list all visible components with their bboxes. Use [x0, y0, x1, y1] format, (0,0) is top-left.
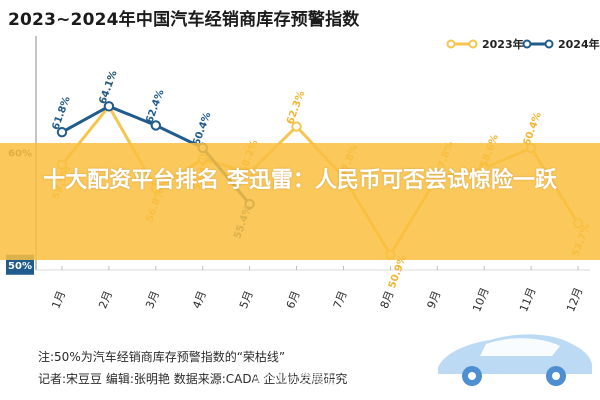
month-label: 9月: [425, 289, 444, 311]
data-label: 62.4%: [144, 88, 166, 124]
legend-label: 2023年: [482, 37, 524, 51]
legend-marker: [446, 39, 456, 49]
chart-footnote: 注:50%为汽车经销商库存预警指数的“荣枯线”: [38, 350, 286, 364]
legend-label: 2024年: [558, 37, 600, 51]
month-label: 12月: [564, 286, 585, 314]
series-2023-point: [291, 121, 302, 132]
chart-credit: 记者:宋豆豆 编辑:张明艳 数据来源:CADA 企业协发展研究: [38, 372, 348, 386]
data-label: 60.4%: [522, 111, 544, 147]
month-label: 1月: [49, 289, 68, 311]
legend-marker: [522, 39, 532, 49]
ytick-label: 50%: [8, 261, 32, 272]
month-label: 4月: [190, 289, 209, 311]
month-label: 2月: [96, 289, 115, 311]
series-2024-point: [103, 101, 115, 112]
legend-marker: [544, 39, 554, 49]
data-label: 61.8%: [51, 95, 73, 131]
page-title: 2023~2024年中国汽车经销商库存预警指数: [8, 10, 360, 30]
month-label: 3月: [143, 289, 162, 311]
watermark-left: @XAU大学黄金: [250, 372, 336, 386]
month-label: 11月: [517, 286, 538, 314]
data-label: 60.4%: [191, 111, 213, 147]
promo-overlay-text: 十大配资平台排名 李迅雷：人民币可否尝试惊险一跃: [43, 168, 557, 193]
month-label: 6月: [284, 289, 303, 311]
month-label: 7月: [331, 289, 350, 311]
data-label: 62.3%: [285, 89, 307, 125]
car-illustration: [438, 334, 592, 386]
month-label: 10月: [470, 286, 491, 314]
promo-overlay-band: [0, 143, 600, 260]
month-label: 5月: [237, 289, 256, 311]
legend-marker: [468, 39, 478, 49]
data-label: 64.1%: [97, 69, 119, 105]
month-label: 8月: [378, 289, 397, 311]
series-2024-point: [150, 120, 162, 131]
series-2024-point: [56, 126, 68, 138]
